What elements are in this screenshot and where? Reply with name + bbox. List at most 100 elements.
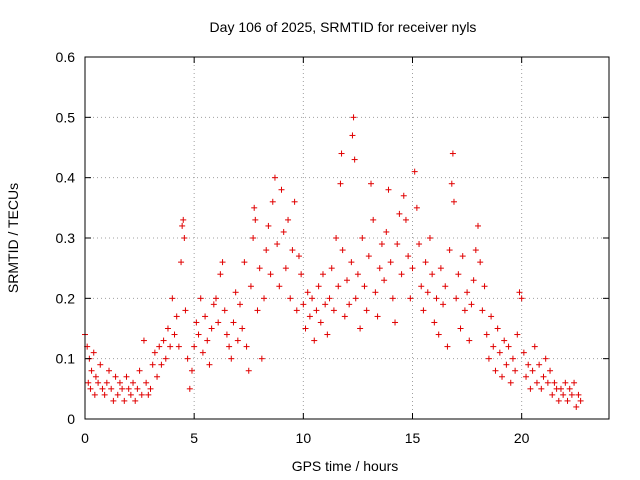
data-point (90, 349, 97, 356)
data-point (215, 319, 222, 326)
data-point (95, 379, 102, 386)
data-point (261, 295, 268, 302)
data-point (354, 271, 361, 278)
data-point (507, 379, 514, 386)
y-tick-label: 0.5 (56, 109, 76, 125)
data-point (322, 301, 329, 308)
data-point (444, 343, 451, 350)
data-point (92, 373, 99, 380)
data-point (540, 373, 547, 380)
data-point (529, 367, 536, 374)
data-point (226, 343, 233, 350)
data-point (424, 289, 431, 296)
data-point (210, 301, 217, 308)
data-point (418, 283, 425, 290)
data-point (186, 385, 193, 392)
data-point (483, 331, 490, 338)
data-point (394, 241, 401, 248)
data-point (313, 307, 320, 314)
data-point (304, 289, 311, 296)
data-point (232, 289, 239, 296)
data-point (328, 265, 335, 272)
data-point (237, 301, 244, 308)
data-point (151, 349, 158, 356)
data-point (158, 361, 165, 368)
data-point (147, 385, 154, 392)
data-point (525, 361, 532, 368)
data-point (171, 331, 178, 338)
data-point (518, 295, 525, 302)
data-point (145, 391, 152, 398)
data-point (125, 385, 132, 392)
data-point (466, 337, 473, 344)
data-point (523, 373, 530, 380)
data-point (453, 295, 460, 302)
data-point (112, 373, 119, 380)
data-point (370, 216, 377, 223)
data-point (217, 271, 224, 278)
data-point (405, 253, 412, 260)
data-point (350, 114, 357, 121)
data-point (555, 397, 562, 404)
data-point (182, 307, 189, 314)
data-point (269, 198, 276, 205)
data-point (411, 168, 418, 175)
data-point (87, 385, 94, 392)
data-point (103, 379, 110, 386)
data-point (280, 228, 287, 235)
data-point (91, 391, 98, 398)
data-point (573, 403, 580, 410)
data-point (143, 379, 150, 386)
data-point (492, 367, 499, 374)
data-point (191, 343, 198, 350)
data-point (346, 301, 353, 308)
data-point (446, 247, 453, 254)
data-point (134, 385, 141, 392)
data-point (351, 156, 358, 163)
data-point (449, 150, 456, 157)
data-point (130, 379, 137, 386)
data-point (311, 337, 318, 344)
data-point (503, 361, 510, 368)
data-point (245, 367, 252, 374)
data-point (575, 391, 582, 398)
x-tick-label: 10 (296, 430, 312, 446)
data-point (99, 385, 106, 392)
y-axis-label: SRMTID / TECUs (5, 183, 21, 293)
data-point (223, 331, 230, 338)
data-point (400, 192, 407, 199)
data-point (202, 313, 209, 320)
data-point (361, 283, 368, 290)
data-point (338, 150, 345, 157)
data-point (485, 355, 492, 362)
data-point (459, 253, 466, 260)
y-tick-label: 0.6 (56, 49, 76, 65)
data-point (376, 265, 383, 272)
data-point (101, 391, 108, 398)
axes (84, 56, 610, 420)
y-tick-label: 0.4 (56, 170, 76, 186)
data-point (180, 216, 187, 223)
data-point (114, 391, 121, 398)
data-point (387, 259, 394, 266)
data-point (160, 337, 167, 344)
data-point (468, 301, 475, 308)
data-point (317, 319, 324, 326)
data-point (448, 180, 455, 187)
data-point (162, 355, 169, 362)
data-point (295, 253, 302, 260)
data-point (335, 283, 342, 290)
data-point (389, 295, 396, 302)
data-point (429, 271, 436, 278)
data-point (499, 373, 506, 380)
data-point (136, 367, 143, 374)
data-point (309, 295, 316, 302)
data-point (344, 277, 350, 284)
data-point (193, 319, 200, 326)
data-point (230, 319, 237, 326)
data-point (319, 271, 326, 278)
data-point (442, 283, 449, 290)
data-point (256, 265, 263, 272)
data-point (97, 361, 104, 368)
